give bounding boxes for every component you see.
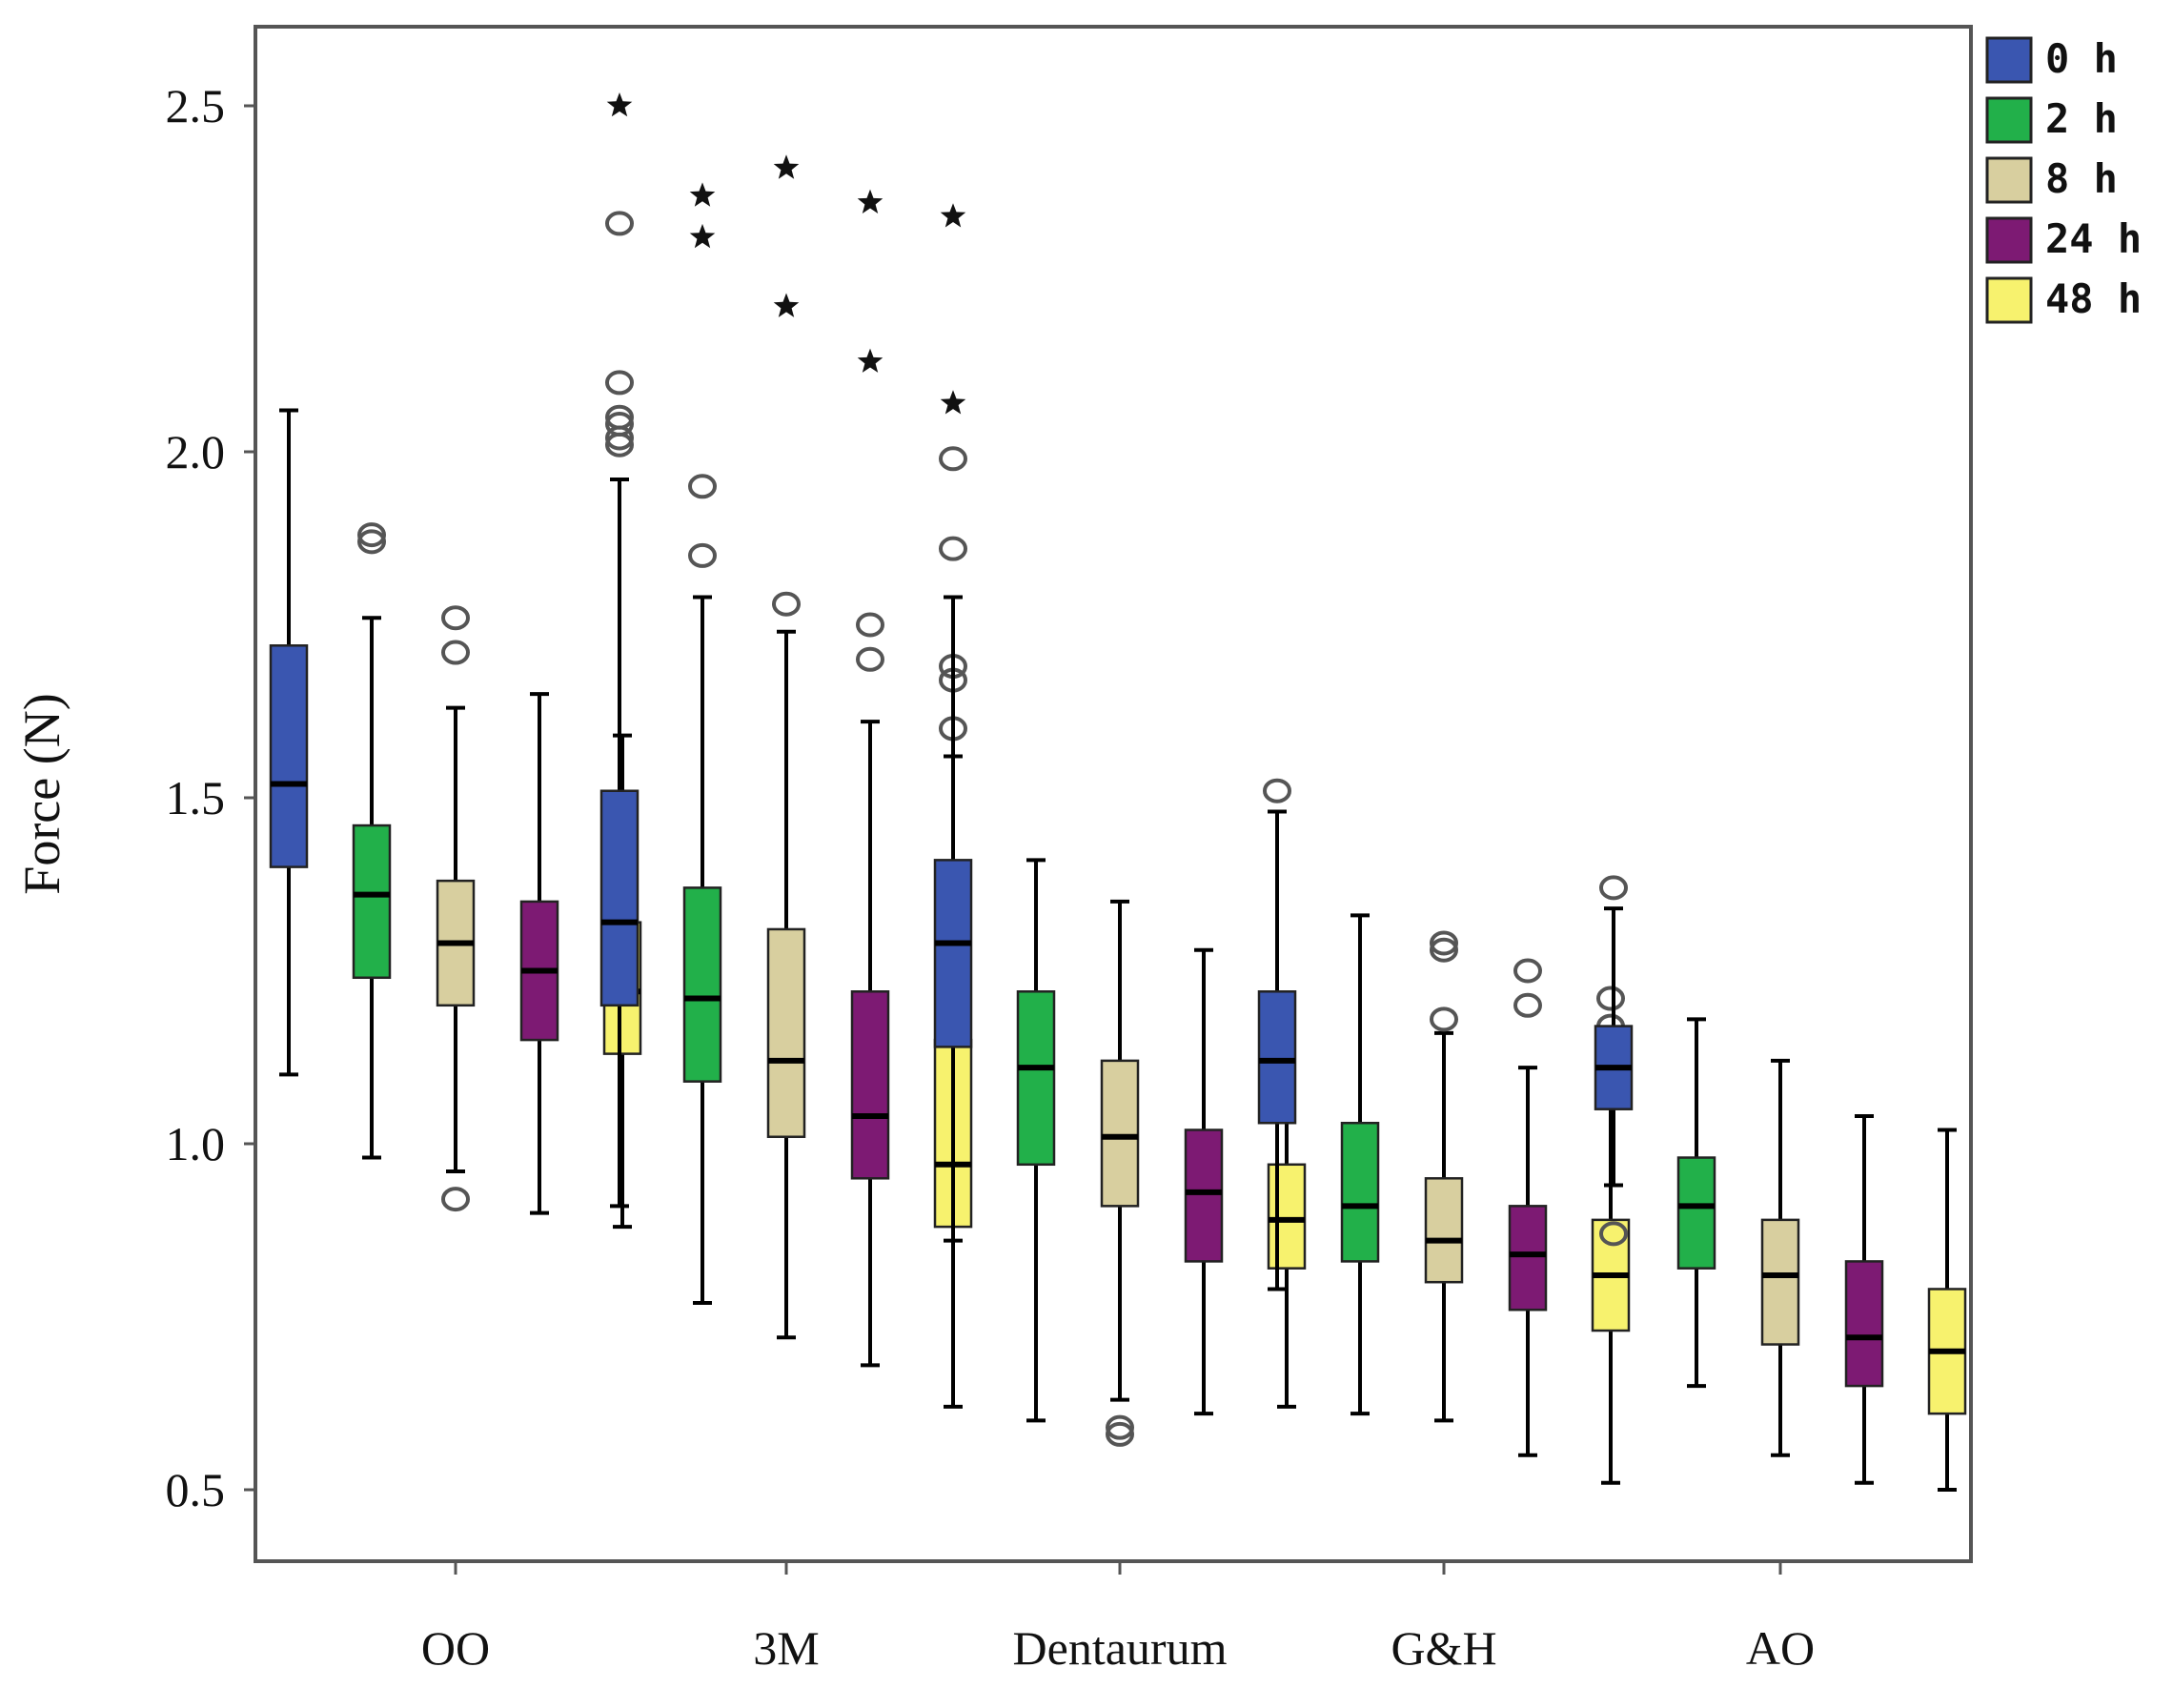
- outlier-point: [688, 474, 717, 499]
- outlier-point: [1513, 958, 1542, 984]
- extreme-point: [940, 203, 966, 228]
- y-tick-label: 1.5: [166, 771, 226, 824]
- box-24h: [850, 990, 890, 1180]
- legend-label-0h: 0 h: [2045, 35, 2118, 82]
- box-0h: [269, 644, 309, 868]
- legend-swatch-48h: [1985, 276, 2033, 324]
- outlier-point: [605, 404, 634, 430]
- extreme-point: [689, 182, 716, 207]
- legend-label-24h: 24 h: [2045, 215, 2142, 262]
- box-2h: [682, 886, 722, 1083]
- outlier-point: [688, 542, 717, 568]
- outlier-point: [1106, 1414, 1134, 1440]
- extreme-point: [857, 348, 883, 373]
- outlier-point: [1430, 1006, 1458, 1032]
- outlier-point: [1106, 1421, 1134, 1447]
- outlier-point: [1599, 875, 1628, 901]
- box-group-oo: [269, 408, 642, 1230]
- extreme-point: [606, 92, 633, 117]
- x-tick-label-ao: AO: [1746, 1621, 1815, 1675]
- y-tick-label: 2.0: [166, 425, 226, 478]
- box-2h: [1016, 990, 1056, 1167]
- outlier-point: [1513, 992, 1542, 1018]
- x-tick-label-3m: 3M: [753, 1621, 819, 1675]
- box-8h: [1100, 1059, 1140, 1208]
- outlier-point: [939, 536, 967, 561]
- legend-swatch-0h: [1985, 36, 2033, 84]
- legend-swatch-24h: [1985, 216, 2033, 264]
- outlier-point: [1430, 930, 1458, 956]
- legend-label-8h: 8 h: [2045, 155, 2118, 202]
- box-2h: [1676, 1156, 1716, 1270]
- outlier-point: [1599, 1221, 1628, 1247]
- outlier-point: [1430, 937, 1458, 963]
- box-group-ao: [1594, 875, 1967, 1492]
- x-tick-label-dentaurum: Dentaurum: [1013, 1621, 1228, 1675]
- outlier-point: [856, 612, 884, 638]
- outlier-point: [856, 646, 884, 672]
- box-2h: [352, 824, 392, 980]
- box-24h: [1184, 1128, 1224, 1263]
- extreme-point: [773, 293, 800, 317]
- box-8h: [766, 927, 806, 1138]
- outlier-point: [605, 370, 634, 396]
- outlier-point: [441, 1187, 470, 1212]
- plot-frame: [254, 25, 1973, 1563]
- extreme-point: [940, 390, 966, 415]
- outlier-point: [1596, 986, 1625, 1011]
- y-tick-label: 1.0: [166, 1117, 226, 1170]
- outlier-point: [772, 591, 801, 617]
- box-2h: [1340, 1121, 1380, 1263]
- box-24h: [1844, 1260, 1884, 1388]
- legend-swatch-2h: [1985, 96, 2033, 144]
- outlier-point: [605, 411, 634, 437]
- y-tick-label: 2.5: [166, 79, 226, 132]
- legend-label-48h: 48 h: [2045, 275, 2142, 322]
- outlier-point: [939, 446, 967, 472]
- outlier-point: [357, 522, 386, 548]
- y-axis-title: Force (N): [13, 693, 71, 894]
- legend-label-2h: 2 h: [2045, 95, 2118, 142]
- extreme-point: [689, 223, 716, 249]
- box-group-dentaurum: [933, 446, 1307, 1447]
- box-8h: [1760, 1218, 1800, 1346]
- outlier-point: [1263, 778, 1291, 803]
- legend-swatch-8h: [1985, 156, 2033, 204]
- box-0h: [1257, 990, 1297, 1125]
- outlier-point: [441, 605, 470, 631]
- x-tick-label-g-h: G&H: [1391, 1621, 1496, 1675]
- outlier-point: [605, 211, 634, 236]
- outlier-point: [357, 529, 386, 555]
- extreme-point: [773, 154, 800, 179]
- extreme-point: [857, 189, 883, 214]
- legend: 0 h 2 h 8 h 24 h 48 h: [1985, 35, 2142, 324]
- x-tick-label-oo: OO: [421, 1621, 490, 1675]
- box-0h: [933, 859, 973, 1048]
- box-group-g-h: [1257, 778, 1631, 1485]
- box-24h: [1508, 1205, 1548, 1312]
- box-48h: [1267, 1163, 1307, 1270]
- outlier-point: [441, 640, 470, 665]
- box-8h: [1424, 1177, 1464, 1284]
- y-tick-label: 0.5: [166, 1463, 226, 1516]
- box-0h: [599, 789, 640, 1007]
